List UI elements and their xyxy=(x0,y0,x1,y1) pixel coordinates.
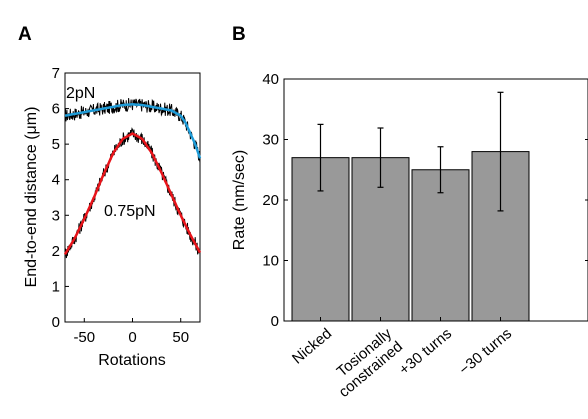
y-tick-label-a: 3 xyxy=(52,207,60,224)
fit-line-2pn xyxy=(64,103,202,159)
x-tick-label-a: -50 xyxy=(73,329,95,346)
y-tick-label-a: 6 xyxy=(52,101,60,118)
y-tick-label-b: 30 xyxy=(262,132,279,149)
y-tick-label-a: 1 xyxy=(52,278,60,295)
y-tick-label-b: 20 xyxy=(262,192,279,209)
category-label: Tosionallyconstrained xyxy=(325,325,407,401)
x-tick-label-a: 0 xyxy=(128,329,136,346)
x-axis-title-a: Rotations xyxy=(98,352,166,369)
y-axis-title-a: End-to-end distance (μm) xyxy=(23,107,40,288)
panel-label-a: A xyxy=(18,24,32,45)
category-label: −30 turns xyxy=(456,325,515,378)
chart-panel-a: End-to-end distance (μm) Rotations 2pN 0… xyxy=(23,65,202,369)
series-label-075pn: 0.75pN xyxy=(104,203,156,220)
y-tick-label-a: 7 xyxy=(52,65,60,82)
y-tick-label-a: 0 xyxy=(52,314,60,331)
raw-trace-2pn xyxy=(64,98,201,163)
x-tick-label-a: 50 xyxy=(172,329,189,346)
raw-trace-075pn xyxy=(64,127,201,260)
series-label-2pn: 2pN xyxy=(66,85,95,102)
fit-line-075pn xyxy=(63,132,202,256)
y-tick-label-a: 2 xyxy=(52,243,60,260)
y-tick-label-b: 0 xyxy=(271,313,279,330)
y-tick-label-b: 10 xyxy=(262,253,279,270)
y-tick-label-b: 40 xyxy=(262,71,279,88)
y-tick-label-a: 4 xyxy=(52,172,60,189)
category-label-line: −30 turns xyxy=(456,325,515,378)
category-label-line: Nicked xyxy=(289,325,335,368)
y-tick-label-a: 5 xyxy=(52,136,60,153)
bar xyxy=(411,169,470,322)
y-axis-title-b: Rate (nm/sec) xyxy=(231,150,248,250)
panel-label-b: B xyxy=(232,24,246,45)
category-label: Nicked xyxy=(289,325,335,368)
chart-panel-b: Rate (nm/sec) 0 10 20 30 40 NickedTosionallyc… xyxy=(231,71,588,401)
